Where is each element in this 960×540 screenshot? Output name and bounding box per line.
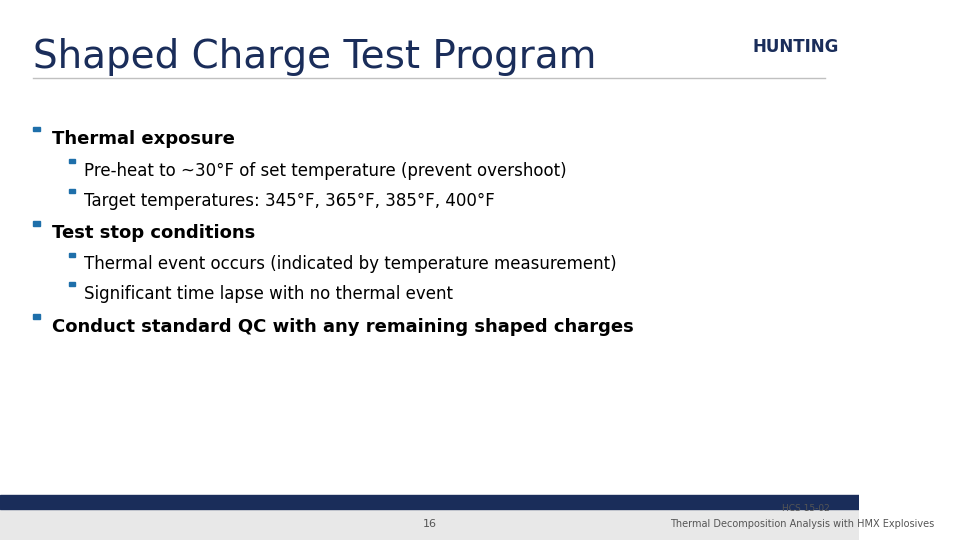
FancyBboxPatch shape	[33, 126, 40, 131]
FancyBboxPatch shape	[33, 314, 40, 320]
Text: Thermal event occurs (indicated by temperature measurement): Thermal event occurs (indicated by tempe…	[84, 255, 617, 273]
Text: Thermal exposure: Thermal exposure	[52, 130, 234, 147]
FancyBboxPatch shape	[33, 221, 40, 226]
FancyBboxPatch shape	[69, 189, 75, 193]
Text: Test stop conditions: Test stop conditions	[52, 224, 254, 242]
FancyBboxPatch shape	[69, 282, 75, 286]
FancyBboxPatch shape	[69, 253, 75, 256]
Text: HUNTING: HUNTING	[752, 38, 838, 56]
Text: 16: 16	[422, 519, 437, 529]
Bar	[0, 495, 859, 509]
Text: Significant time lapse with no thermal event: Significant time lapse with no thermal e…	[84, 285, 453, 303]
Text: HCS 15-02: HCS 15-02	[781, 504, 829, 513]
Text: Shaped Charge Test Program: Shaped Charge Test Program	[33, 38, 596, 76]
Text: Pre-heat to ~30°F of set temperature (prevent overshoot): Pre-heat to ~30°F of set temperature (pr…	[84, 162, 566, 180]
FancyBboxPatch shape	[69, 159, 75, 163]
Text: Target temperatures: 345°F, 365°F, 385°F, 400°F: Target temperatures: 345°F, 365°F, 385°F…	[84, 192, 495, 210]
Text: Conduct standard QC with any remaining shaped charges: Conduct standard QC with any remaining s…	[52, 318, 634, 335]
Text: Thermal Decomposition Analysis with HMX Explosives: Thermal Decomposition Analysis with HMX …	[670, 519, 935, 529]
Bar	[0, 509, 859, 540]
